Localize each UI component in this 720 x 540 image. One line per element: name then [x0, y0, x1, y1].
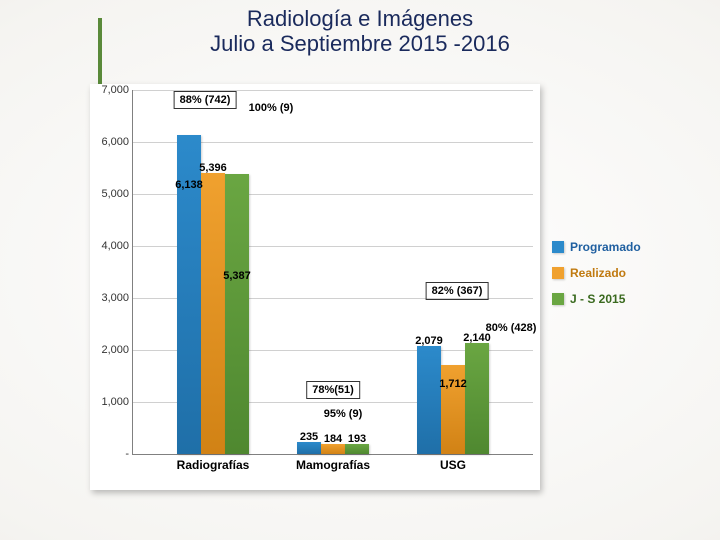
- bar-orange: [201, 173, 225, 454]
- legend-label: Realizado: [570, 266, 626, 280]
- callout-box: 82% (367): [426, 282, 489, 300]
- y-tick-label: 4,000: [93, 240, 129, 252]
- swatch-blue: [552, 241, 564, 253]
- legend-label: Programado: [570, 240, 641, 254]
- value-label: 1,712: [439, 378, 467, 390]
- swatch-orange: [552, 267, 564, 279]
- y-tick-label: 3,000: [93, 292, 129, 304]
- legend-item-realizado: Realizado: [552, 266, 702, 280]
- value-label: 235: [300, 431, 318, 443]
- chart-title: Radiología e Imágenes Julio a Septiembre…: [160, 6, 560, 57]
- callout-box: 88% (742): [174, 91, 237, 109]
- x-axis-label: Radiografías: [177, 458, 250, 472]
- bar-green: [225, 174, 249, 454]
- value-label: 6,138: [175, 179, 203, 191]
- plot-area: -1,0002,0003,0004,0005,0006,0007,000Radi…: [132, 90, 533, 455]
- title-line-2: Julio a Septiembre 2015 -2016: [160, 31, 560, 56]
- bar-green: [465, 343, 489, 454]
- y-tick-label: 5,000: [93, 188, 129, 200]
- x-axis-label: Mamografías: [296, 458, 370, 472]
- y-tick-label: 1,000: [93, 396, 129, 408]
- y-tick-label: 7,000: [93, 84, 129, 96]
- legend-item-programado: Programado: [552, 240, 702, 254]
- callout-plain: 95% (9): [324, 408, 363, 420]
- chart-container: - 1,000 2,000 3,000 4,000 5,000 6,000 7,000 Radi…: [90, 84, 540, 490]
- callout-plain: 100% (9): [249, 102, 294, 114]
- bar-blue: [417, 346, 441, 454]
- bar-blue: [297, 442, 321, 454]
- x-axis-label: USG: [440, 458, 466, 472]
- value-label: 5,387: [223, 270, 251, 282]
- y-tick-label: 2,000: [93, 344, 129, 356]
- callout-plain: 80% (428): [486, 322, 537, 334]
- title-line-1: Radiología e Imágenes: [160, 6, 560, 31]
- callout-box: 78%(51): [306, 381, 360, 399]
- y-tick-label: -: [93, 448, 129, 460]
- value-label: 193: [348, 433, 366, 445]
- bar-orange: [321, 444, 345, 454]
- legend-label: J - S 2015: [570, 292, 625, 306]
- value-label: 5,396: [199, 162, 227, 174]
- bar-green: [345, 444, 369, 454]
- legend-item-js2015: J - S 2015: [552, 292, 702, 306]
- value-label: 184: [324, 433, 342, 445]
- swatch-green: [552, 293, 564, 305]
- value-label: 2,079: [415, 335, 443, 347]
- legend: Programado Realizado J - S 2015: [552, 240, 702, 318]
- y-tick-label: 6,000: [93, 136, 129, 148]
